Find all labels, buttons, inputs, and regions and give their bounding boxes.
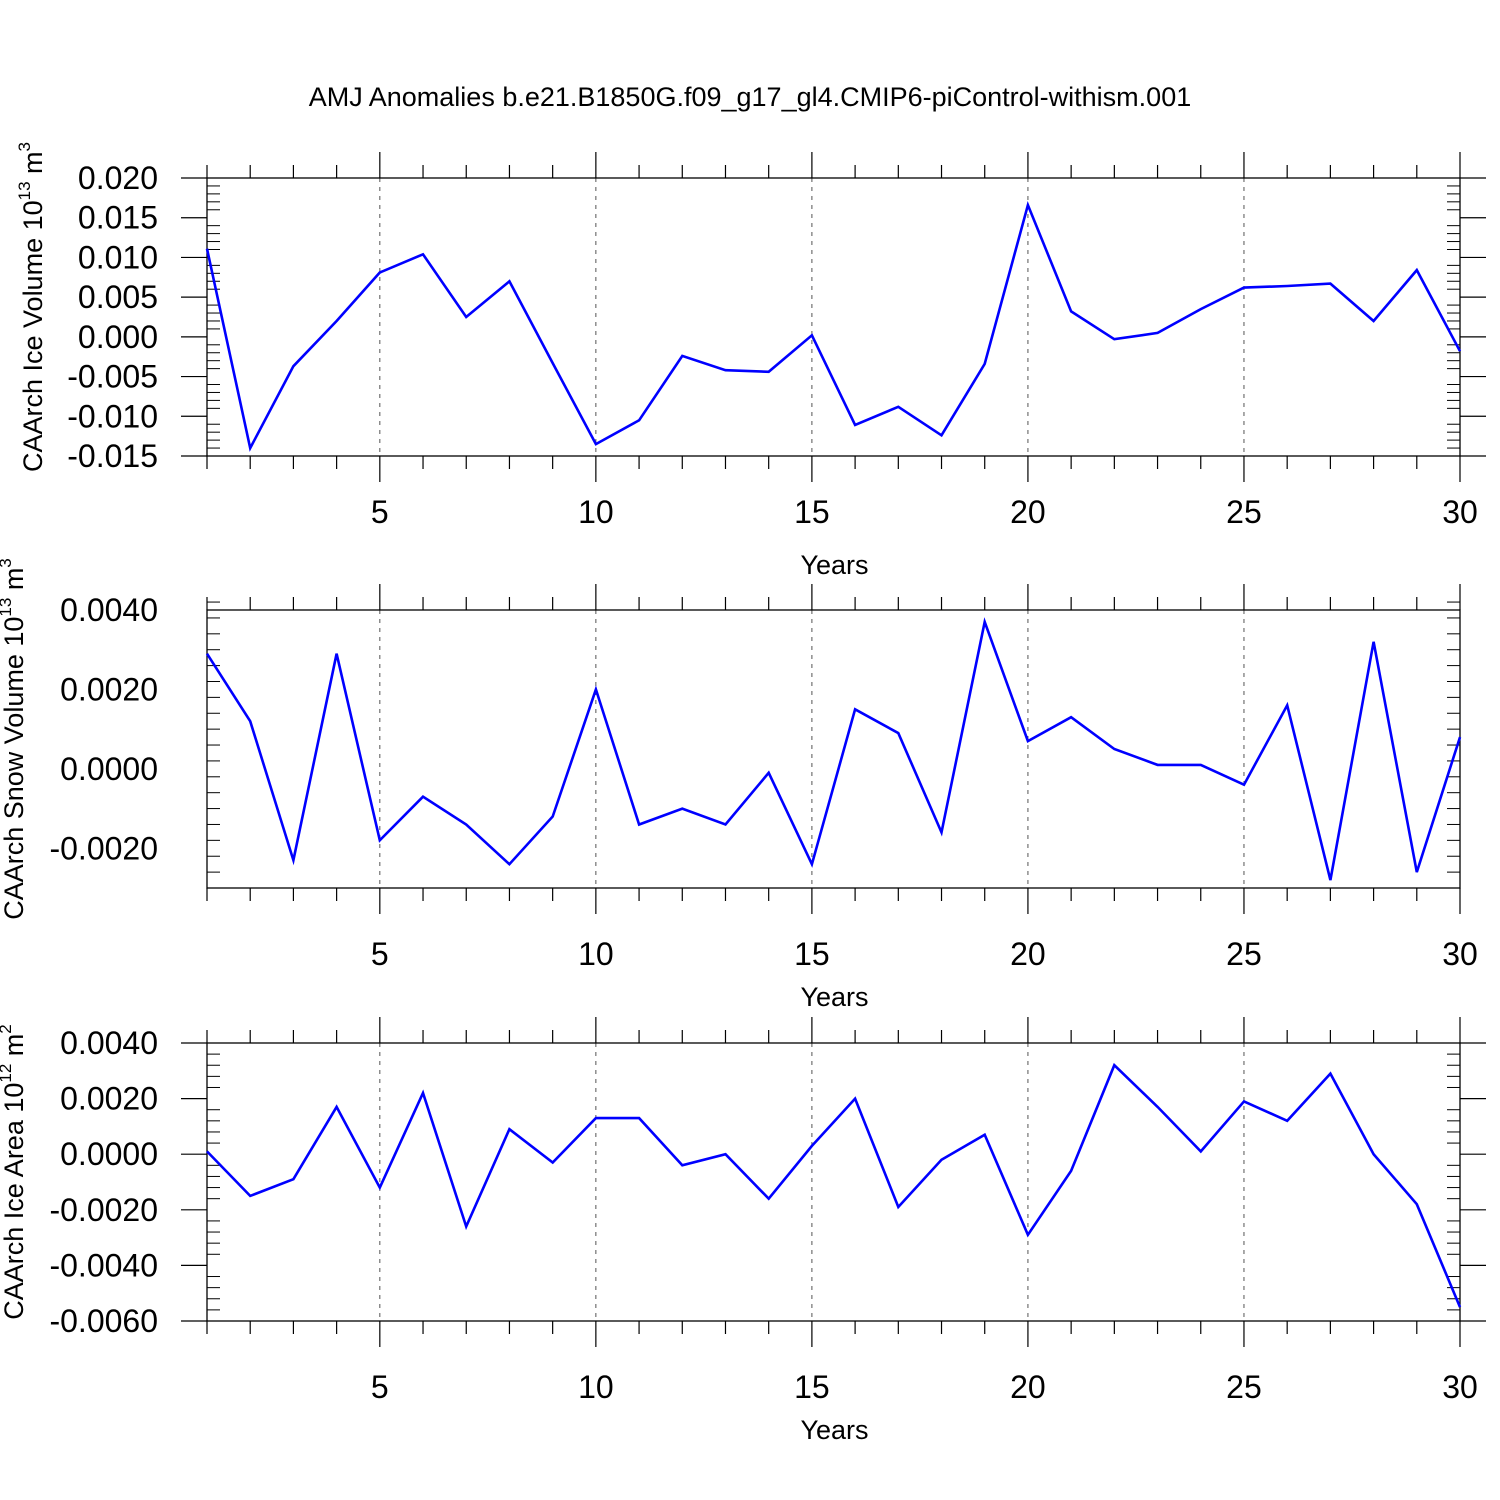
chart-title: AMJ Anomalies b.e21.B1850G.f09_g17_gl4.C… (309, 82, 1191, 112)
y-tick-label-0.005: 0.005 (78, 279, 158, 315)
y-tick-label--0.010: -0.010 (67, 398, 158, 434)
plot-frame (206, 1042, 1461, 1322)
series-line (205, 617, 1462, 881)
x-tick-label-10: 10 (578, 936, 614, 972)
x-axis-title: Years (800, 550, 868, 580)
y-axis-title-text: CAArch Ice Volume 10 (18, 200, 48, 472)
x-tick-label-5: 5 (371, 1369, 389, 1405)
x-tick-label-25: 25 (1226, 494, 1262, 530)
x-tick-label-5: 5 (371, 494, 389, 530)
y-axis-title-superscript: 13 (0, 598, 15, 617)
y-tick-label-0.0040: 0.0040 (60, 1025, 158, 1061)
y-axis-title-text: CAArch Ice Area 10 (0, 1083, 29, 1320)
panels: 5 10 15 20 25 30-0.015-0.010-0.0050.0000.0050… (0, 142, 1486, 1445)
x-tick-label-20: 20 (1010, 1369, 1046, 1405)
y-tick-label--0.0040: -0.0040 (49, 1247, 158, 1283)
y-tick-label-0.020: 0.020 (78, 160, 158, 196)
y-axis-title-text: CAArch Snow Volume 10 (0, 617, 29, 920)
y-tick-label--0.0060: -0.0060 (49, 1303, 158, 1339)
plot-frame (206, 609, 1461, 889)
plot-frame (206, 177, 1461, 457)
x-tick-label-30: 30 (1442, 494, 1478, 530)
y-tick-label--0.015: -0.015 (67, 438, 158, 474)
y-tick-label-0.015: 0.015 (78, 200, 158, 236)
x-tick-label-15: 15 (794, 494, 830, 530)
x-tick-label-20: 20 (1010, 936, 1046, 972)
series-line (206, 1062, 1462, 1308)
y-tick-label-0.0000: 0.0000 (60, 751, 158, 787)
panel-1: 5 10 15 20 25 30 -0.015 -0.010-0.005 0.000 0.005 0… (15, 142, 1486, 580)
y-tick-label-0.000: 0.000 (78, 319, 158, 355)
y-axis-title-superscript: 3 (0, 558, 15, 567)
x-tick-label-20: 20 (1010, 494, 1046, 530)
panel-3: 5 10 15 20 25 30 -0.0060 -0.0040 -0.0020 0.0000 0.… (0, 1017, 1486, 1445)
x-tick-label-30: 30 (1442, 936, 1478, 972)
y-tick-label-0.0040: 0.0040 (60, 592, 158, 628)
x-axis-title: Years (800, 1415, 868, 1445)
y-tick-label-0.010: 0.010 (78, 239, 158, 275)
y-axis-title-text: m (0, 568, 29, 598)
y-tick-label-0.0020: 0.0020 (60, 1081, 158, 1117)
y-tick-label-0.0000: 0.0000 (60, 1136, 158, 1172)
x-tick-label-5: 5 (371, 936, 389, 972)
x-tick-label-15: 15 (794, 1369, 830, 1405)
x-tick-label-10: 10 (578, 494, 614, 530)
y-tick-label--0.0020: -0.0020 (49, 1192, 158, 1228)
y-tick-label--0.0020: -0.0020 (49, 830, 158, 866)
y-axis-title-superscript: 2 (0, 1024, 15, 1033)
y-tick-label-0.0020: 0.0020 (60, 671, 158, 707)
y-axis-title-superscript: 13 (15, 181, 34, 200)
panel-2: 5 10 15 20 25 30 -0.0020 0.0000 0.0020 0.0040 Year… (0, 558, 1478, 1012)
x-axis-title: Years (800, 982, 868, 1012)
x-tick-label-30: 30 (1442, 1369, 1478, 1405)
y-axis-title: CAArch Ice Volume 1013 m3 (15, 142, 48, 472)
y-axis-title: CAArch Ice Area 1012 m2 (0, 1024, 29, 1320)
x-tick-label-25: 25 (1226, 1369, 1262, 1405)
series-line (205, 200, 1462, 452)
y-axis-title: CAArch Snow Volume 1013 m3 (0, 558, 29, 920)
y-axis-title-superscript: 3 (15, 142, 34, 151)
y-axis-title-superscript: 12 (0, 1064, 15, 1083)
y-tick-label--0.005: -0.005 (67, 359, 158, 395)
y-axis-title-text: m (18, 151, 48, 181)
x-tick-label-25: 25 (1226, 936, 1262, 972)
y-axis-title-text: m (0, 1034, 29, 1064)
x-tick-label-10: 10 (578, 1369, 614, 1405)
x-tick-label-15: 15 (794, 936, 830, 972)
